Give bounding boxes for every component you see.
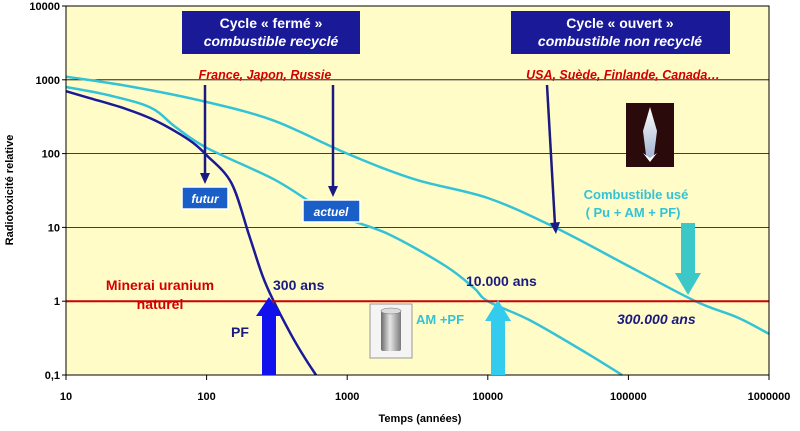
- x-tick-label: 1000: [335, 391, 359, 403]
- pf-label: PF: [231, 324, 249, 340]
- am-pf-arrow: [485, 300, 511, 375]
- arrow-open-cycle-head: [550, 222, 560, 234]
- curve-recycled-future: [65, 90, 318, 376]
- y-tick-label: 1000: [36, 75, 60, 87]
- closed-cycle-subtitle: combustible recyclé: [204, 33, 339, 49]
- y-tick-label: 1: [54, 296, 60, 308]
- spent-fuel-arrow: [675, 223, 701, 295]
- pf-arrow: [256, 297, 282, 375]
- y-axis-title: Radiotoxicité relative: [4, 135, 16, 246]
- plot-frame: [65, 5, 770, 376]
- y-tick-label: 10000: [29, 1, 60, 13]
- ore-label-line1: Minerai uranium: [106, 277, 214, 293]
- futur-label: futur: [191, 192, 220, 206]
- t10000-label: 10.000 ans: [466, 273, 537, 289]
- open-cycle-box: [511, 11, 730, 54]
- x-tick-label: 10: [60, 391, 72, 403]
- t300-label: 300 ans: [273, 277, 325, 293]
- y-tick-label: 0,1: [45, 370, 60, 382]
- x-tick-label: 100000: [610, 391, 647, 403]
- arrow-actuel-head: [328, 186, 338, 197]
- x-tick-label: 10000: [473, 391, 504, 403]
- open-cycle-subtitle: combustible non recyclé: [538, 33, 702, 49]
- pointer-arrows: [200, 84, 560, 234]
- fuel-assembly-photo: [626, 103, 674, 167]
- spent-fuel-composition: ( Pu + AM + PF): [586, 205, 681, 220]
- x-tick-label: 1000000: [748, 391, 791, 403]
- countries-closed-label: France, Japon, Russie: [199, 68, 332, 82]
- x-tick-label: 100: [197, 391, 215, 403]
- y-tick-label: 100: [42, 149, 60, 161]
- actuel-label-box: [302, 199, 361, 223]
- x-axis-title: Temps (années): [379, 413, 462, 425]
- y-tick-label: 10: [48, 222, 60, 234]
- ore-label-line2: naturel: [137, 296, 184, 312]
- spent-fuel-label: Combustible usé: [584, 187, 689, 202]
- closed-cycle-box: [182, 11, 360, 54]
- t300000-label: 300.000 ans: [617, 311, 696, 327]
- futur-label-box: [181, 186, 229, 210]
- waste-canister-photo: [369, 303, 413, 359]
- actuel-label: actuel: [314, 205, 349, 219]
- arrow-futur-head: [200, 173, 210, 184]
- closed-cycle-title: Cycle « fermé »: [220, 15, 323, 31]
- tick-labels: 0,1 1 10 100 1000 10000 10 100 1000 10000 100000 10…: [29, 1, 790, 403]
- countries-open-label: USA, Suède, Finlande, Canada…: [526, 68, 720, 82]
- arrow-open-cycle: [545, 84, 557, 226]
- am-pf-label: AM +PF: [416, 312, 464, 327]
- open-cycle-title: Cycle « ouvert »: [566, 15, 674, 31]
